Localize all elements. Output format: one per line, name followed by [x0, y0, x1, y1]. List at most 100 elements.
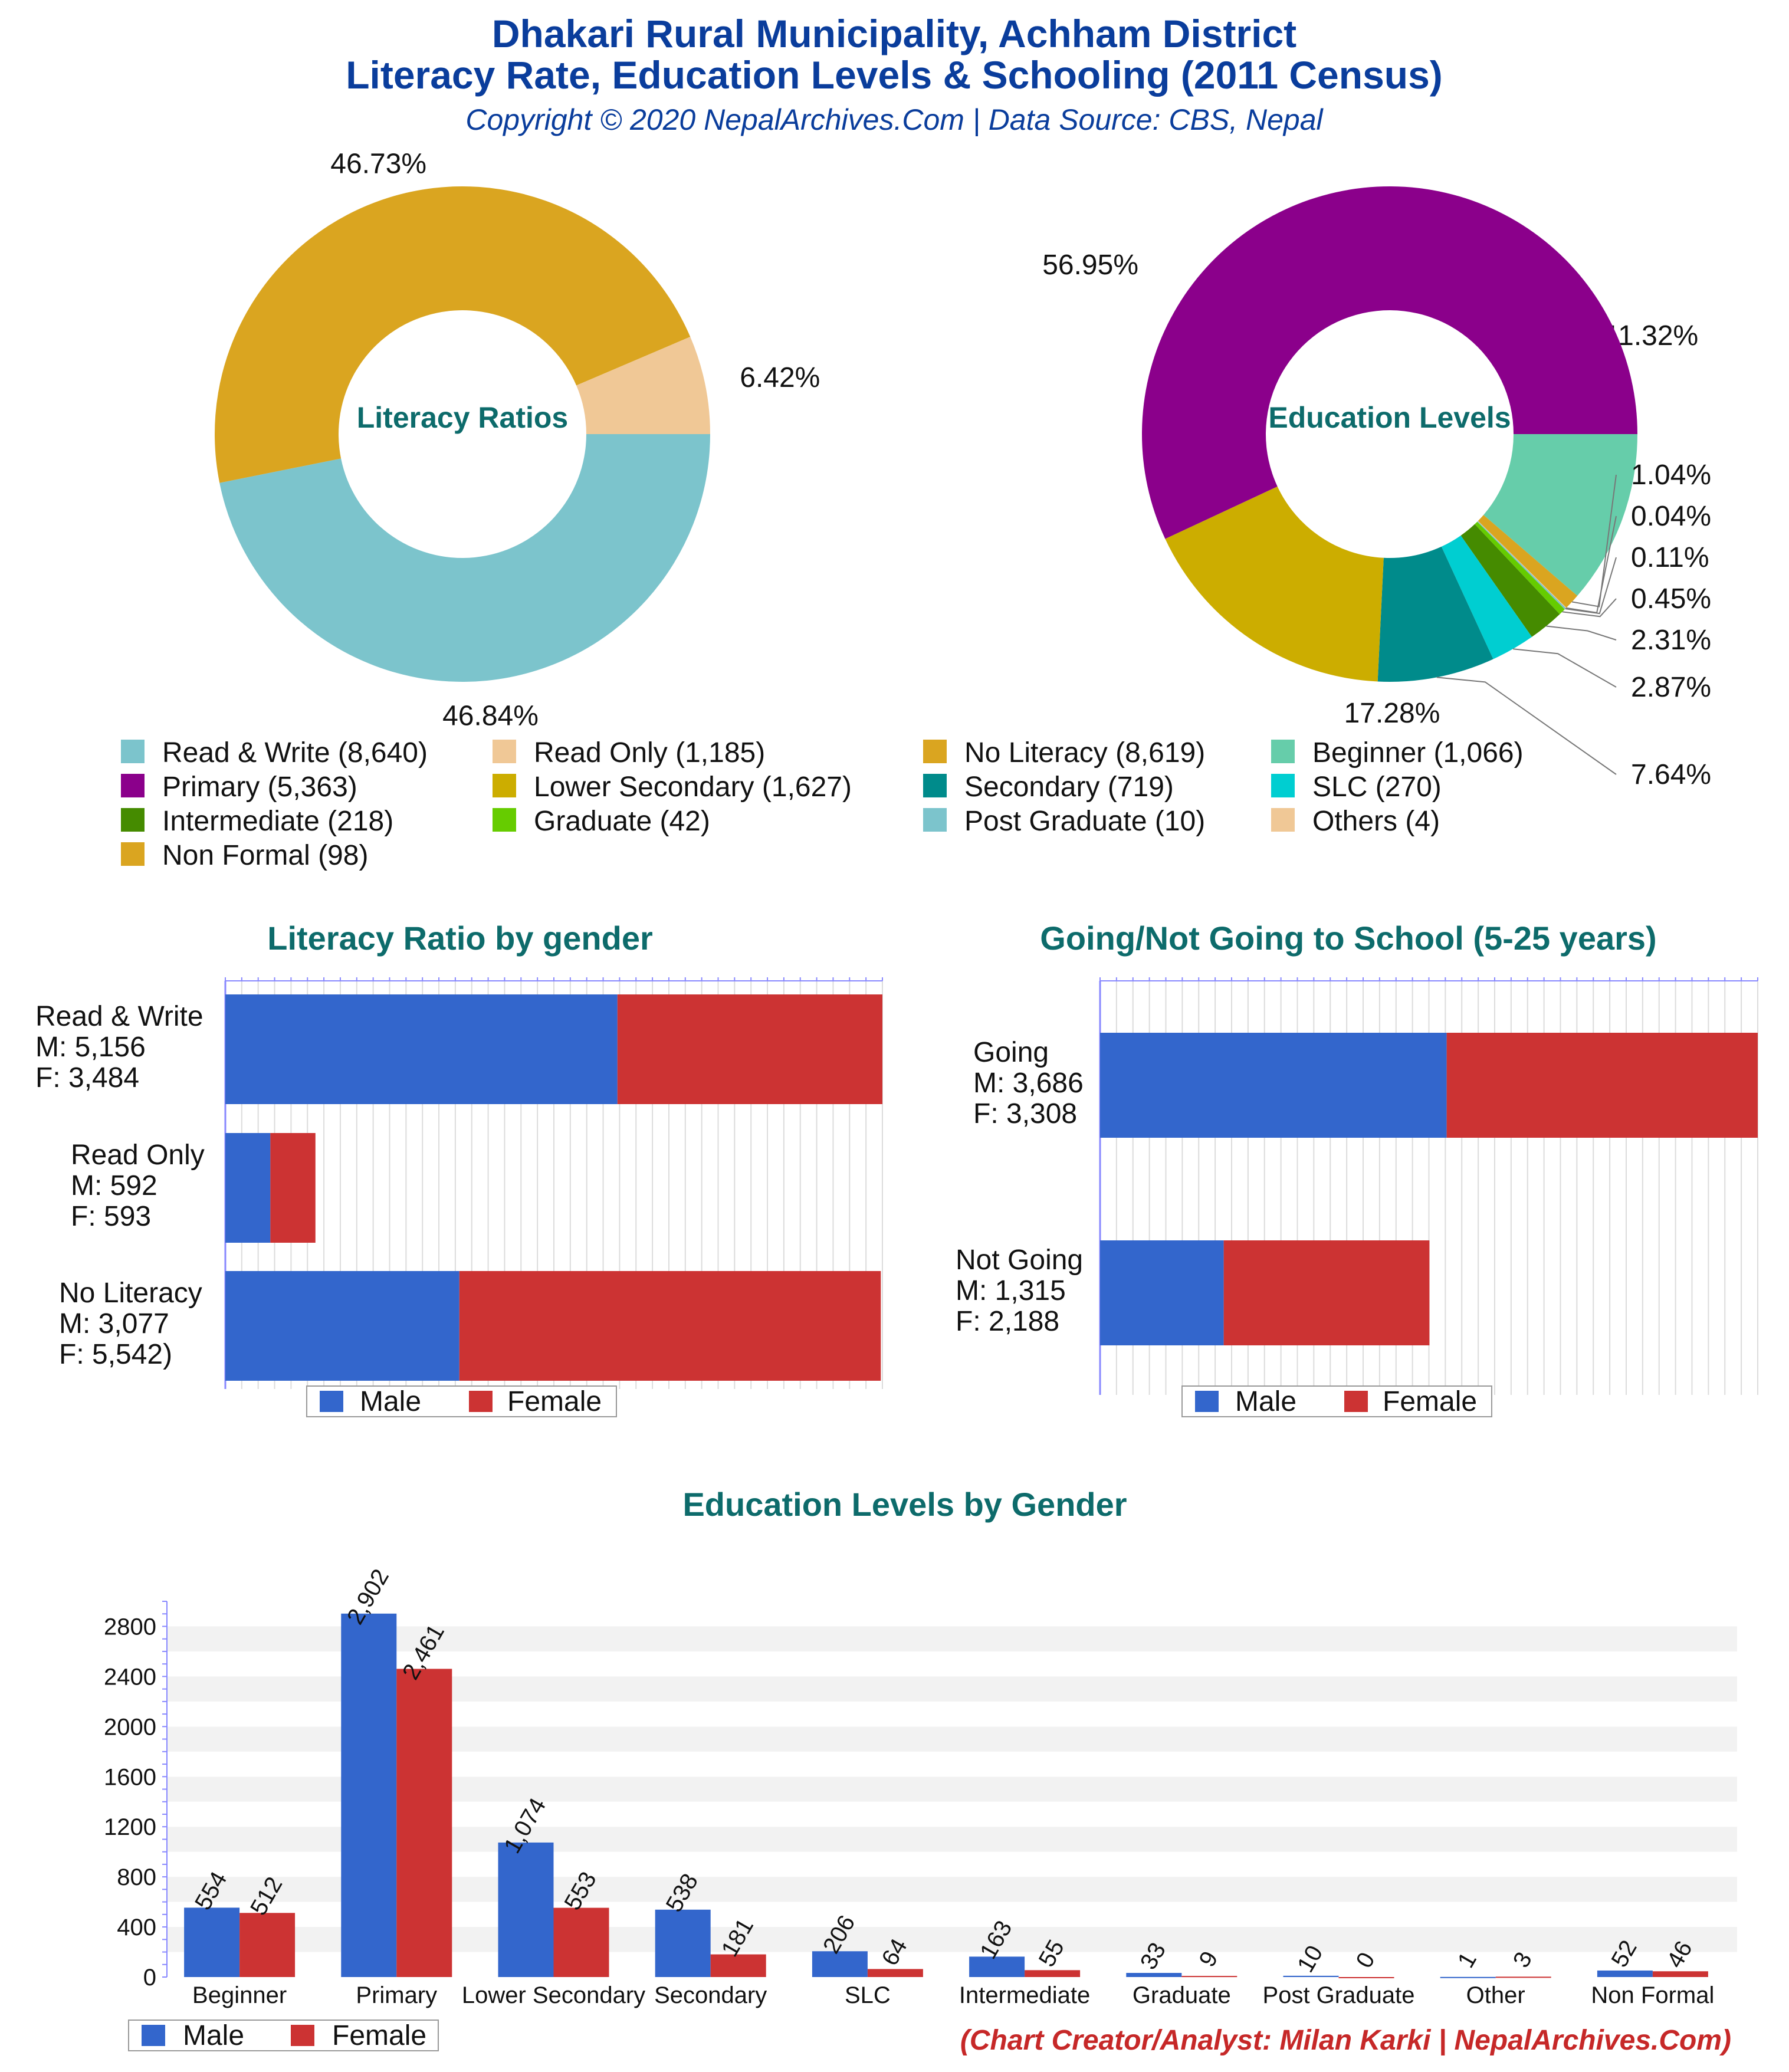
bar-male-non-formal: [1597, 1970, 1653, 1977]
x-tick-label: SLC: [845, 1982, 891, 2008]
legend-label-female: Female: [507, 1386, 602, 1417]
bar-male-intermediate: [969, 1956, 1025, 1977]
bar-female-slc: [867, 1969, 923, 1977]
legend-label-male: Male: [183, 2020, 244, 2051]
donut1-center-title: Literacy Ratios: [357, 401, 568, 434]
bar-male-not-going: [1100, 1240, 1224, 1345]
x-tick-label: Graduate: [1133, 1982, 1231, 2008]
literacy-gender-title: Literacy Ratio by gender: [267, 920, 653, 957]
bar-male-secondary: [655, 1909, 711, 1977]
education-levels-donut: 11.32%1.04%0.04%0.11%0.45%2.31%2.87%7.64…: [1042, 186, 1711, 790]
y-tick-label: 400: [117, 1915, 156, 1940]
bar-female-lower-secondary: [553, 1907, 609, 1977]
legend-label: Post Graduate (10): [964, 806, 1205, 837]
legend-swatch-female: [469, 1391, 493, 1412]
y-tick-label: 800: [117, 1864, 156, 1890]
x-tick-label: Other: [1466, 1982, 1525, 2008]
slice-percent-label: 6.42%: [740, 362, 820, 393]
slice-no-literacy: [214, 186, 691, 483]
bar-male-primary: [341, 1613, 397, 1977]
slice-slc: [1441, 535, 1532, 659]
legend-label: Others (4): [1312, 806, 1440, 837]
legend-swatch: [923, 808, 947, 832]
bar-female-read-write: [617, 994, 882, 1104]
category-female-value: F: 5,542): [59, 1339, 172, 1370]
donut-legend: Read & Write (8,640) Read Only (1,185) No …: [121, 737, 1524, 871]
category-male-value: M: 5,156: [35, 1032, 146, 1063]
main-title-line2: Literacy Rate, Education Levels & School…: [346, 53, 1443, 97]
legend-label-male: Male: [360, 1386, 421, 1417]
legend-swatch: [923, 774, 947, 797]
legend-swatch-female: [291, 2025, 314, 2046]
main-title-line1: Dhakari Rural Municipality, Achham Distr…: [492, 12, 1296, 55]
slice-read-only: [576, 337, 710, 434]
slice-percent-label: 2.31%: [1631, 625, 1711, 656]
bar-male-read-only: [225, 1133, 271, 1243]
legend-box: [128, 2020, 439, 2051]
x-tick-label: Post Graduate: [1263, 1982, 1415, 2008]
legend-swatch: [493, 808, 516, 832]
slice-post-graduate: [1477, 521, 1566, 610]
legend-label: Graduate (42): [534, 806, 710, 837]
legend-box: [1181, 1385, 1492, 1417]
x-tick-label: Intermediate: [959, 1982, 1090, 2008]
legend-label: Primary (5,363): [162, 771, 357, 803]
bar-female-non-formal: [1652, 1971, 1708, 1977]
bar-female-intermediate: [1025, 1970, 1081, 1977]
bar-female-no-literacy: [459, 1271, 881, 1381]
legend-label-male: Male: [1235, 1386, 1296, 1417]
slice-percent-label: 0.11%: [1631, 542, 1709, 573]
legend-label: Non Formal (98): [162, 840, 368, 871]
category-label: Read Only: [71, 1140, 205, 1171]
bar-female-post-graduate: [1338, 1977, 1394, 1978]
slice-percent-label: 2.87%: [1631, 672, 1711, 703]
category-male-value: M: 592: [71, 1170, 157, 1201]
y-tick-label: 0: [143, 1965, 156, 1991]
bar-male-graduate: [1126, 1972, 1182, 1977]
bar-male-lower-secondary: [498, 1842, 554, 1977]
category-label: Not Going: [956, 1244, 1083, 1276]
donut2-center-title: Education Levels: [1268, 401, 1511, 434]
grid-band: [167, 1626, 1737, 1651]
leader-line: [1562, 598, 1617, 618]
x-tick-label: Secondary: [654, 1982, 767, 2008]
literacy-ratios-donut: 46.84% 46.73% 6.42%: [214, 149, 820, 732]
legend-swatch: [493, 740, 516, 763]
leader-line: [1565, 557, 1617, 615]
slice-beginner: [1483, 434, 1637, 596]
bar-male-slc: [812, 1951, 868, 1977]
category-male-value: M: 3,077: [59, 1308, 169, 1339]
legend-swatch-male: [1195, 1391, 1219, 1412]
legend-label: Beginner (1,066): [1312, 737, 1524, 769]
legend-box: [306, 1385, 617, 1417]
legend-swatch-female: [1344, 1391, 1368, 1412]
y-tick-label: 2000: [104, 1714, 156, 1740]
legend-swatch: [1271, 740, 1295, 763]
x-tick-label: Non Formal: [1591, 1982, 1714, 2008]
bar-female-beginner: [239, 1913, 296, 1977]
legend-swatch: [121, 842, 145, 866]
y-tick-label: 1600: [104, 1764, 156, 1790]
subtitle: Copyright © 2020 NepalArchives.Com | Dat…: [465, 103, 1324, 137]
legend-swatch: [121, 808, 145, 832]
y-tick-label: 2400: [104, 1664, 156, 1690]
category-male-value: M: 1,315: [956, 1275, 1066, 1306]
slice-graduate: [1475, 521, 1565, 615]
credit: (Chart Creator/Analyst: Milan Karki | Ne…: [960, 2025, 1731, 2056]
slice-intermediate: [1460, 524, 1560, 637]
slice-non-formal: [1478, 515, 1578, 608]
legend-label: Lower Secondary (1,627): [534, 771, 852, 803]
legend-swatch: [1271, 808, 1295, 832]
slice-percent-label: 17.28%: [1344, 698, 1440, 729]
bar-female-secondary: [710, 1954, 766, 1977]
x-tick-label: Primary: [356, 1982, 437, 2008]
school-going-title: Going/Not Going to School (5-25 years): [1040, 920, 1656, 957]
bar-male-other: [1440, 1976, 1496, 1978]
legend-swatch-male: [320, 1391, 343, 1412]
legend-swatch: [1271, 774, 1295, 797]
legend-swatch: [493, 774, 516, 797]
